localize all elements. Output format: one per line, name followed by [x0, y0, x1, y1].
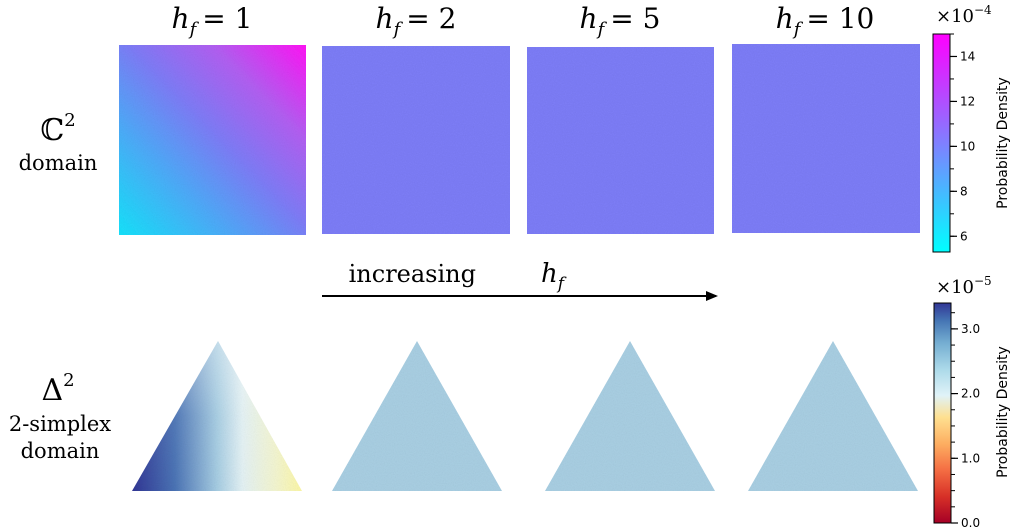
c2-symbol: ℂ2	[40, 110, 75, 148]
colorbar-c2-ticks: 6 8 10 12 14	[950, 33, 975, 243]
colorbar-c2-tick-label: 12	[960, 94, 975, 108]
simplex-heatmap-3	[545, 341, 715, 491]
colorbar-simplex-tick-label: 3.0	[961, 322, 980, 336]
colorbar-simplex-scale: ×10−5	[936, 274, 992, 298]
row-label-c2: ℂ2 domain	[19, 110, 98, 175]
colorbar-c2-tick-label: 14	[960, 49, 975, 63]
c2-heatmap-2	[322, 46, 510, 234]
simplex-heatmap-4	[748, 341, 918, 491]
colorbar-c2-tick-label: 8	[960, 184, 968, 198]
c2-heatmap-3	[527, 47, 714, 234]
c2-heatmap-4	[732, 44, 920, 233]
colorbar-simplex-ticks: 0.0 1.0 2.0 3.0	[951, 312, 980, 530]
panel-title-3: hf = 5	[580, 2, 661, 40]
colorbar-c2-tick-label: 10	[960, 139, 975, 153]
colorbar-c2-scale: ×10−4	[936, 3, 992, 27]
annotation-text: increasing	[349, 260, 476, 288]
colorbar-simplex-tick-label: 0.0	[961, 516, 980, 530]
colorbar-simplex-bar	[933, 302, 952, 524]
simplex-word-2: domain	[21, 439, 100, 463]
panel-title-4: hf = 10	[776, 2, 875, 40]
colorbar-c2-tick-label: 6	[960, 229, 968, 243]
annotation-var: hf	[541, 259, 567, 294]
c2-domain-word: domain	[19, 151, 98, 175]
simplex-symbol: Δ2	[41, 370, 74, 408]
colorbar-simplex-tick-label: 1.0	[961, 451, 980, 465]
colorbar-c2-label: Probability Density	[995, 77, 1011, 209]
colorbar-simplex-label: Probability Density	[995, 346, 1011, 478]
c2-heatmap-1	[119, 45, 306, 235]
panel-title-2: hf = 2	[376, 2, 457, 40]
simplex-word-1: 2-simplex	[9, 412, 111, 436]
panel-title-1: hf = 1	[172, 2, 253, 40]
simplex-heatmap-1-shading	[132, 341, 302, 491]
panel-titles: hf = 1 hf = 2 hf = 5 hf = 10	[172, 2, 875, 40]
colorbar-c2-bar	[932, 33, 951, 253]
colorbar-simplex: ×10−5 0.0 1.0 2.0 3.0 Probability Density	[933, 274, 1011, 530]
colorbar-simplex-tick-label: 2.0	[961, 387, 980, 401]
increasing-annotation: increasing hf	[322, 259, 718, 301]
c2-panels	[119, 44, 920, 235]
simplex-heatmap-2	[332, 341, 502, 491]
simplex-panels	[132, 341, 918, 491]
colorbar-c2: ×10−4 6 8 10 12 14 Probability Density	[932, 3, 1011, 253]
row-label-simplex: Δ2 2-simplex domain	[9, 370, 111, 463]
